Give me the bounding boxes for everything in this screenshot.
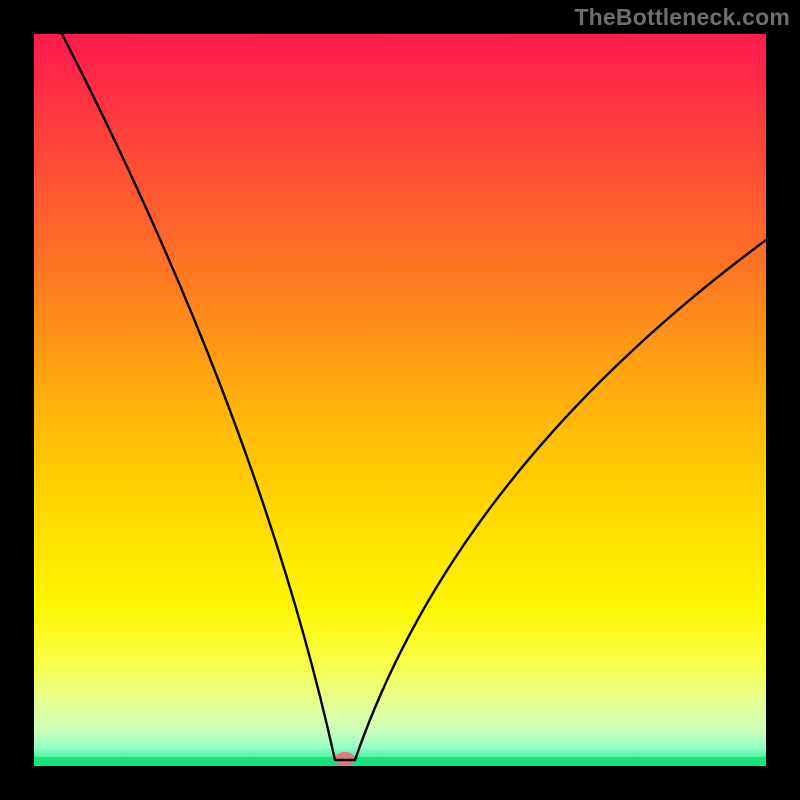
- plot-area: [34, 34, 766, 766]
- watermark-text: TheBottleneck.com: [574, 4, 790, 31]
- chart-stage: TheBottleneck.com: [0, 0, 800, 800]
- gradient-fill: [34, 34, 766, 766]
- chart-svg: [0, 0, 800, 800]
- bottom-green-strip: [34, 757, 766, 766]
